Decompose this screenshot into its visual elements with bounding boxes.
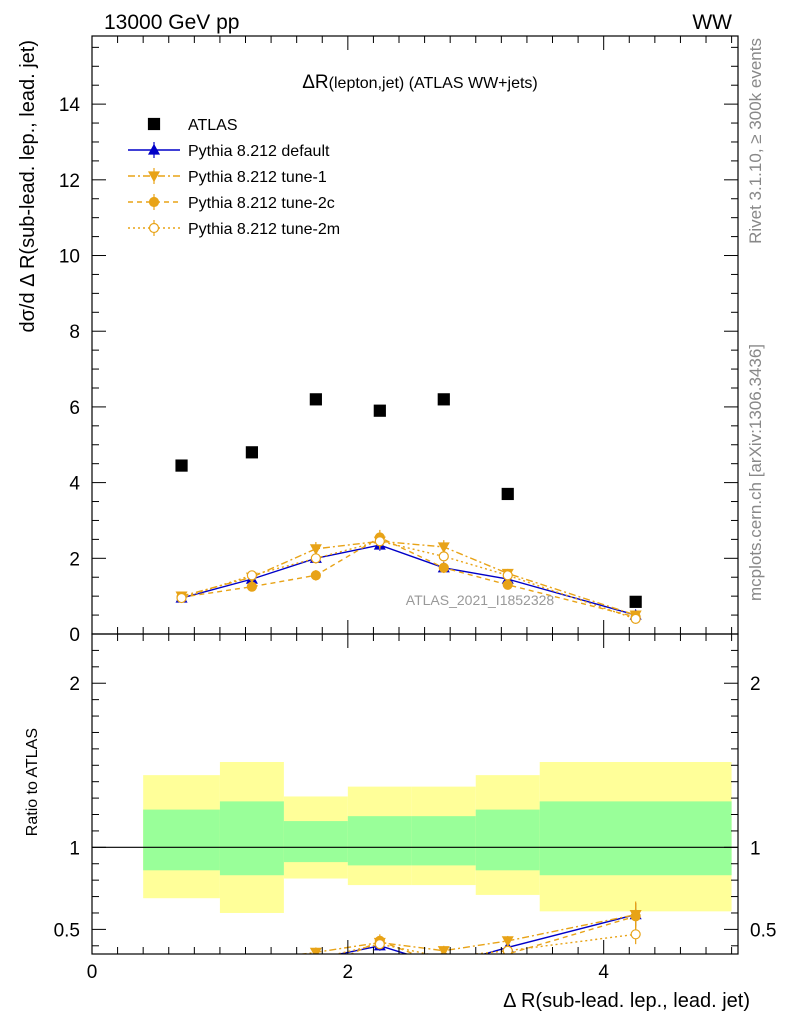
x-tick-label: 4	[598, 962, 609, 983]
ratio-tune1-line	[297, 913, 636, 954]
legend-default-marker	[147, 143, 161, 155]
header-right: WW	[692, 11, 732, 34]
main-y-tick-label: 2	[69, 549, 80, 570]
ratio-tune2m-point	[630, 929, 641, 940]
legend-tune1-label: Pythia 8.212 tune-1	[188, 169, 327, 186]
main-y-tick-label: 10	[59, 247, 80, 268]
main-y-tick-label: 14	[59, 95, 81, 116]
main-tune2m-point	[246, 570, 258, 581]
legend-atlas-marker	[147, 117, 161, 131]
ratio-tune2m-point	[374, 939, 385, 950]
ratio-y-tick-label-left: 1	[69, 838, 80, 859]
main-tune2m-point	[502, 570, 513, 581]
legend-tune2c-label: Pythia 8.212 tune-2c	[188, 195, 335, 212]
title-main: ΔR	[302, 72, 328, 93]
x-tick-label: 2	[343, 962, 354, 983]
legend-tune2m-label: Pythia 8.212 tune-2m	[188, 221, 340, 238]
atlas-data-point	[245, 446, 259, 459]
x-axis-label: Δ R(sub-lead. lep., lead. jet)	[503, 990, 750, 1012]
ratio-tune1-point	[437, 946, 450, 954]
ratio-tune2c-point	[177, 971, 186, 980]
main-y-tick-label: 0	[69, 625, 80, 646]
ratio-uncertainty-bands	[92, 762, 738, 913]
ratio-tune1-point	[501, 936, 514, 948]
ratio-inner-band	[283, 821, 348, 863]
ratio-tune2m-point	[177, 972, 186, 981]
main-tune2c-point	[246, 581, 258, 592]
ratio-tune2c-point	[247, 964, 256, 973]
legend: ATLAS Pythia 8.212 default Pythia 8.212 tu…	[128, 117, 340, 238]
main-tune2c-point	[502, 579, 513, 590]
ratio-tune1-point	[247, 957, 257, 966]
main-y-tick-label: 6	[69, 398, 80, 419]
mcplots-credit-label: mcplots.cern.ch [arXiv:1306.3436]	[746, 344, 765, 601]
title-tail: (ATLAS WW+jets)	[404, 75, 538, 92]
ratio-tune1-point	[309, 947, 322, 954]
ratio-default-point	[439, 960, 449, 969]
ratio-tune2c-point	[439, 961, 448, 970]
main-tune2m-point	[438, 551, 449, 562]
main-plot-title: ΔR(lepton,jet) (ATLAS WW+jets)	[302, 72, 538, 93]
main-tune1-point	[437, 542, 450, 554]
main-tune2m-point	[374, 536, 385, 547]
ratio-default-point	[247, 957, 257, 966]
main-y-axis-label: dσ/d Δ R(sub-lead. lep., lead. jet)	[17, 40, 39, 333]
main-series	[175, 393, 642, 624]
ratio-tune2c-point	[311, 966, 320, 975]
atlas-data-point	[309, 393, 322, 406]
ratio-default-point	[315, 952, 317, 954]
ratio-y-tick-label-left: 0.5	[54, 920, 80, 941]
ratio-series	[177, 901, 642, 981]
ratio-tune2m-line	[334, 933, 636, 954]
main-tune2c-point	[310, 570, 321, 581]
ratio-inner-band	[475, 809, 540, 871]
atlas-data-point	[629, 595, 642, 608]
main-tune2c-point	[438, 562, 449, 573]
header-left: 13000 GeV pp	[104, 11, 239, 34]
ratio-tune2m-point	[502, 945, 513, 954]
main-tune2m-point	[310, 553, 321, 564]
rivet-version-label: Rivet 3.1.10, ≥ 300k events	[746, 38, 765, 244]
atlas-data-point	[175, 459, 188, 472]
ratio-plot-frame	[91, 633, 739, 955]
legend-default-label: Pythia 8.212 default	[188, 143, 330, 160]
main-y-tick-label: 8	[69, 322, 80, 343]
legend-tune1-marker	[147, 171, 161, 183]
atlas-data-point	[373, 404, 386, 417]
ratio-tune2c-point	[630, 911, 641, 922]
ratio-inner-band	[219, 801, 284, 876]
main-tune1-point	[309, 544, 322, 556]
main-tune2m-point	[176, 592, 187, 604]
ratio-y-tick-label-right: 1	[750, 838, 761, 859]
atlas-data-point	[501, 487, 514, 501]
ratio-inner-band	[539, 801, 732, 876]
ratio-y-tick-label-left: 2	[69, 674, 80, 695]
legend-atlas-label: ATLAS	[188, 117, 238, 134]
ratio-y-tick-label-right: 0.5	[750, 920, 776, 941]
main-y-tick-label: 12	[59, 171, 80, 192]
ratio-inner-band	[347, 816, 412, 866]
ratio-tune1-point	[177, 971, 187, 980]
ratio-y-axis-label: Ratio to ATLAS	[24, 728, 41, 836]
x-tick-label: 0	[87, 962, 98, 983]
main-tune2m-point	[630, 613, 641, 624]
analysis-watermark: ATLAS_2021_I1852328	[406, 592, 555, 608]
ratio-inner-band	[411, 816, 476, 866]
ratio-y-tick-label-right: 2	[750, 674, 761, 695]
ratio-tune2m-point	[250, 953, 254, 954]
legend-tune2c-marker	[148, 196, 160, 208]
atlas-data-point	[437, 393, 450, 406]
title-sub: (lepton,jet)	[329, 75, 405, 92]
ratio-inner-band	[143, 809, 220, 871]
main-y-tick-label: 4	[69, 474, 80, 495]
ratio-default-point	[177, 972, 187, 981]
legend-tune2m-marker	[148, 222, 160, 234]
ratio-tune2m-point	[314, 953, 318, 954]
